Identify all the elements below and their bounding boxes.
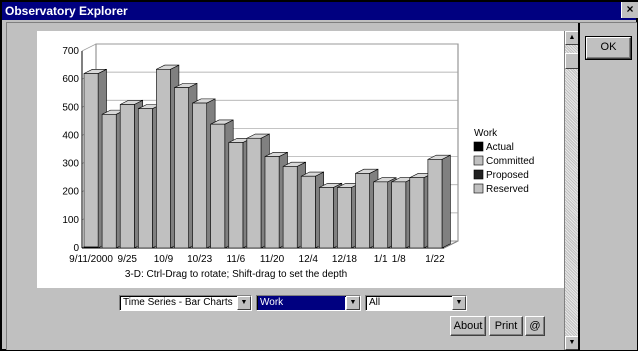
filter-select-value: All	[369, 297, 381, 308]
ok-button[interactable]: OK	[585, 36, 632, 60]
x-tick-label: 9/25	[118, 254, 138, 265]
about-button[interactable]: About	[450, 316, 486, 336]
bar	[228, 142, 244, 249]
bar	[246, 137, 262, 249]
y-tick-label: 200	[62, 187, 79, 198]
view-select[interactable]: Time Series - Bar Charts ▼	[119, 295, 252, 311]
x-tick-label: 1/1	[374, 254, 388, 265]
y-tick-label: 0	[73, 243, 79, 254]
bar	[83, 73, 99, 249]
x-tick-label: 11/20	[260, 254, 285, 265]
x-tick-label: 10/23	[187, 254, 212, 265]
title-bar[interactable]: Observatory Explorer ×	[2, 2, 638, 20]
chevron-down-icon[interactable]: ▼	[452, 296, 466, 310]
legend-label: Reserved	[486, 184, 529, 195]
y-tick-label: 400	[62, 130, 79, 141]
category-select-value: Work	[258, 296, 345, 310]
bar	[300, 175, 316, 249]
vertical-scrollbar[interactable]: ▲ ▼	[564, 31, 579, 350]
x-tick-label: 1/22	[425, 254, 445, 265]
bar	[337, 187, 352, 249]
legend-label: Proposed	[486, 170, 529, 181]
chevron-down-icon[interactable]: ▼	[237, 296, 251, 310]
bar-side	[441, 154, 451, 249]
divider	[578, 23, 580, 350]
chart-panel[interactable]: 0 100 200 300 400 500 600 700 9/11/2000 9/25 10/9…	[37, 31, 564, 288]
chevron-down-icon[interactable]: ▼	[346, 296, 360, 310]
legend-label: Actual	[486, 142, 514, 153]
y-tick-labels: 0 100 200 300 400 500 600 700	[62, 46, 79, 254]
bar	[210, 123, 226, 249]
bar	[101, 114, 117, 249]
y-tick-label: 600	[62, 74, 79, 85]
x-tick-label: 10/9	[154, 254, 174, 265]
y-tick-label: 100	[62, 215, 79, 226]
y-tick-label: 300	[62, 159, 79, 170]
x-tick-label: 1/8	[392, 254, 406, 265]
bar	[391, 181, 407, 249]
x-tick-label: 9/11/2000	[69, 254, 113, 265]
filter-select[interactable]: All ▼	[365, 295, 467, 311]
chart-legend: Work Actual Committed Proposed Reserved	[473, 128, 534, 195]
bar	[355, 173, 370, 249]
bar	[119, 104, 135, 249]
scroll-down-icon[interactable]: ▼	[565, 336, 579, 350]
x-tick-label: 12/18	[332, 254, 357, 265]
scroll-up-icon[interactable]: ▲	[565, 31, 579, 45]
bar	[282, 166, 298, 249]
bar	[137, 108, 153, 249]
client-area: 0 100 200 300 400 500 600 700 9/11/2000 9/25 10/9…	[6, 22, 637, 350]
at-button[interactable]: @	[525, 316, 545, 336]
bar	[192, 102, 208, 249]
bar-chart[interactable]: 0 100 200 300 400 500 600 700 9/11/2000 9/25 10/9…	[37, 31, 564, 288]
bar	[427, 159, 443, 249]
print-button[interactable]: Print	[489, 316, 523, 336]
y-tick-label: 700	[62, 46, 79, 57]
bar	[156, 68, 171, 249]
x-tick-label: 11/6	[226, 254, 245, 265]
legend-swatch	[473, 141, 484, 152]
bar-actual	[83, 246, 99, 248]
chart-bars	[83, 64, 451, 249]
close-icon[interactable]: ×	[621, 2, 638, 18]
x-tick-label: 12/4	[299, 254, 319, 265]
legend-label: Committed	[486, 156, 534, 167]
category-select[interactable]: Work ▼	[256, 295, 361, 311]
bar	[174, 87, 189, 249]
legend-swatch	[473, 155, 484, 166]
bar	[264, 156, 280, 249]
bar	[373, 181, 389, 249]
bar	[409, 177, 425, 249]
chart-hint: 3-D: Ctrl-Drag to rotate; Shift-drag to …	[125, 269, 347, 280]
bar	[318, 187, 334, 249]
legend-swatch	[473, 169, 484, 180]
gridline	[81, 43, 97, 52]
y-tick-label: 500	[62, 102, 79, 113]
view-select-value: Time Series - Bar Charts	[123, 297, 233, 308]
legend-swatch	[473, 183, 484, 194]
scroll-thumb[interactable]	[565, 53, 579, 69]
window-title: Observatory Explorer	[5, 4, 128, 18]
legend-title: Work	[474, 128, 498, 139]
x-tick-labels: 9/11/2000 9/25 10/9 10/23 11/6 11/20 12/4 12/18…	[69, 254, 445, 265]
